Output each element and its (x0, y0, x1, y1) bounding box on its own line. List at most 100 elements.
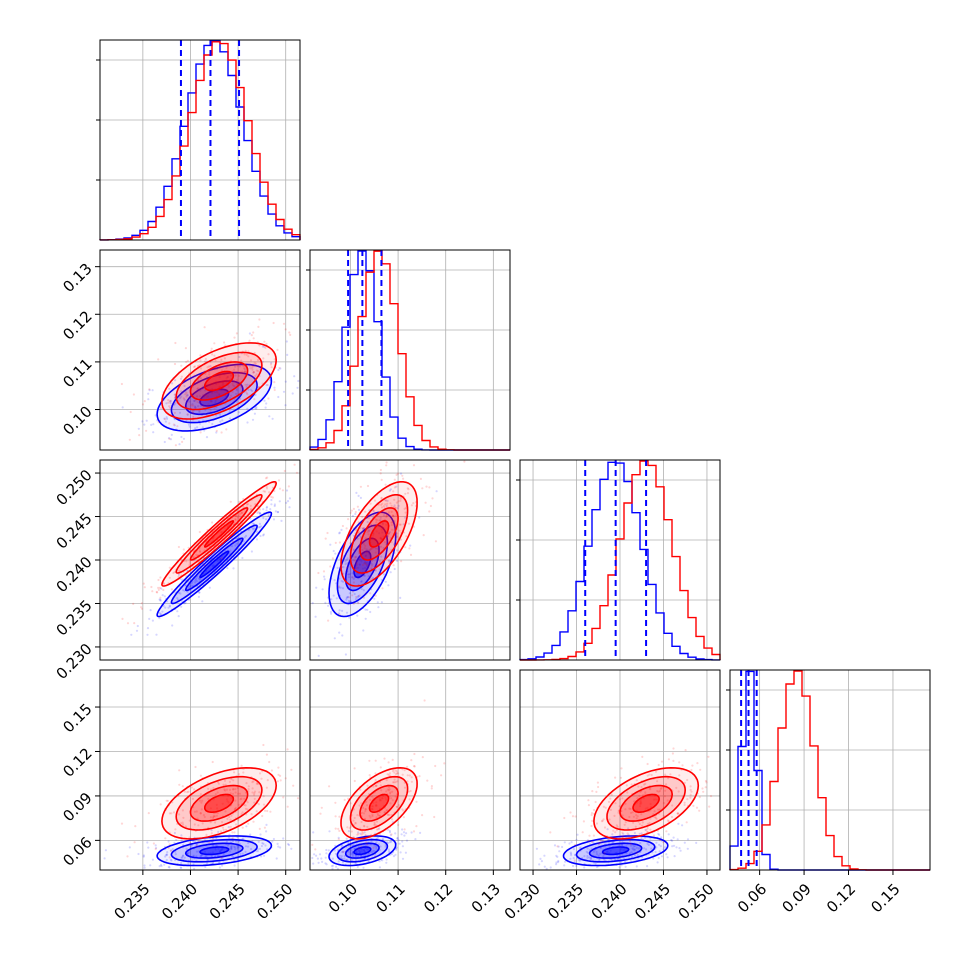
sample-point (338, 532, 341, 535)
sample-point (204, 865, 207, 869)
sample-point (356, 537, 359, 540)
sample-point (406, 765, 409, 768)
sample-point (267, 514, 270, 518)
sample-point (213, 551, 216, 555)
sample-point (252, 371, 255, 374)
sample-point (120, 822, 124, 825)
sample-point (252, 522, 255, 526)
sample-point (233, 336, 236, 339)
sample-point (347, 599, 351, 603)
sample-point (154, 414, 157, 417)
sample-point (401, 828, 404, 831)
sample-point (199, 550, 202, 553)
sample-point (242, 372, 245, 375)
sample-point (238, 500, 241, 503)
sample-point (357, 508, 361, 511)
sample-point (253, 361, 256, 364)
sample-point (159, 599, 162, 602)
sample-point (255, 373, 258, 376)
sample-point (341, 587, 345, 590)
sample-point (334, 815, 337, 818)
sample-point (324, 601, 327, 605)
sample-point (219, 366, 222, 369)
sample-point (254, 362, 257, 365)
sample-point (241, 556, 244, 560)
sample-point (132, 602, 135, 606)
sample-point (354, 559, 357, 562)
sample-point (698, 809, 701, 812)
sample-point (199, 422, 202, 425)
sample-point (207, 403, 210, 406)
sample-point (152, 842, 155, 845)
sample-point (135, 629, 139, 632)
sample-point (183, 589, 186, 592)
sample-point (333, 579, 336, 582)
sample-point (326, 531, 329, 535)
sample-point (380, 526, 384, 529)
sample-point (311, 602, 314, 605)
sample-point (228, 417, 232, 420)
sample-point (384, 503, 387, 506)
sample-point (425, 485, 428, 488)
sample-point (334, 541, 337, 545)
sample-point (247, 398, 251, 401)
contour-series-0-level-1 (170, 524, 258, 605)
sample-point (133, 622, 136, 625)
sample-point (341, 524, 344, 528)
sample-point (329, 543, 332, 546)
sample-point (120, 382, 123, 386)
sample-point (382, 505, 385, 508)
sample-point (381, 523, 384, 526)
sample-point (391, 758, 394, 762)
sample-point (286, 748, 289, 751)
sample-point (288, 506, 291, 509)
histogram-series-0 (309, 250, 510, 451)
sample-point (171, 624, 174, 627)
sample-point (270, 366, 273, 369)
x-tick-label: 0.235 (111, 880, 154, 923)
sample-point (320, 806, 323, 809)
sample-point (270, 361, 273, 365)
sample-point (262, 490, 265, 493)
sample-point (342, 580, 345, 583)
sample-point (360, 845, 363, 848)
sample-point (406, 487, 409, 490)
sample-point (563, 816, 566, 820)
sample-point (240, 384, 243, 387)
sample-point (174, 379, 177, 382)
sample-point (657, 763, 660, 767)
sample-point (197, 387, 200, 390)
histogram-panel-2 (516, 459, 721, 661)
sample-point (380, 503, 383, 506)
sample-point (235, 515, 238, 518)
sample-point (603, 852, 606, 855)
sample-point (405, 839, 409, 842)
sample-point (179, 397, 182, 400)
sample-point (372, 846, 375, 849)
sample-point (150, 423, 153, 426)
sample-point (155, 633, 158, 636)
sample-point (126, 855, 129, 858)
sample-point (174, 444, 177, 447)
sample-point (126, 622, 130, 625)
sample-point (356, 596, 359, 599)
sample-point (272, 837, 275, 841)
sample-point (166, 417, 169, 420)
sample-point (143, 423, 146, 426)
sample-point (170, 588, 173, 591)
sample-point (198, 549, 201, 553)
sample-point (286, 805, 289, 808)
sample-point (346, 595, 349, 599)
sample-point (235, 379, 239, 382)
sample-point (178, 769, 181, 772)
sample-point (673, 855, 676, 858)
sample-point (360, 560, 363, 563)
sample-point (265, 509, 268, 512)
sample-point (419, 831, 422, 835)
sample-point (250, 550, 253, 553)
sample-point (232, 541, 235, 544)
sample-point (151, 590, 154, 593)
sample-point (340, 528, 343, 532)
sample-point (563, 864, 566, 867)
sample-point (315, 586, 318, 589)
